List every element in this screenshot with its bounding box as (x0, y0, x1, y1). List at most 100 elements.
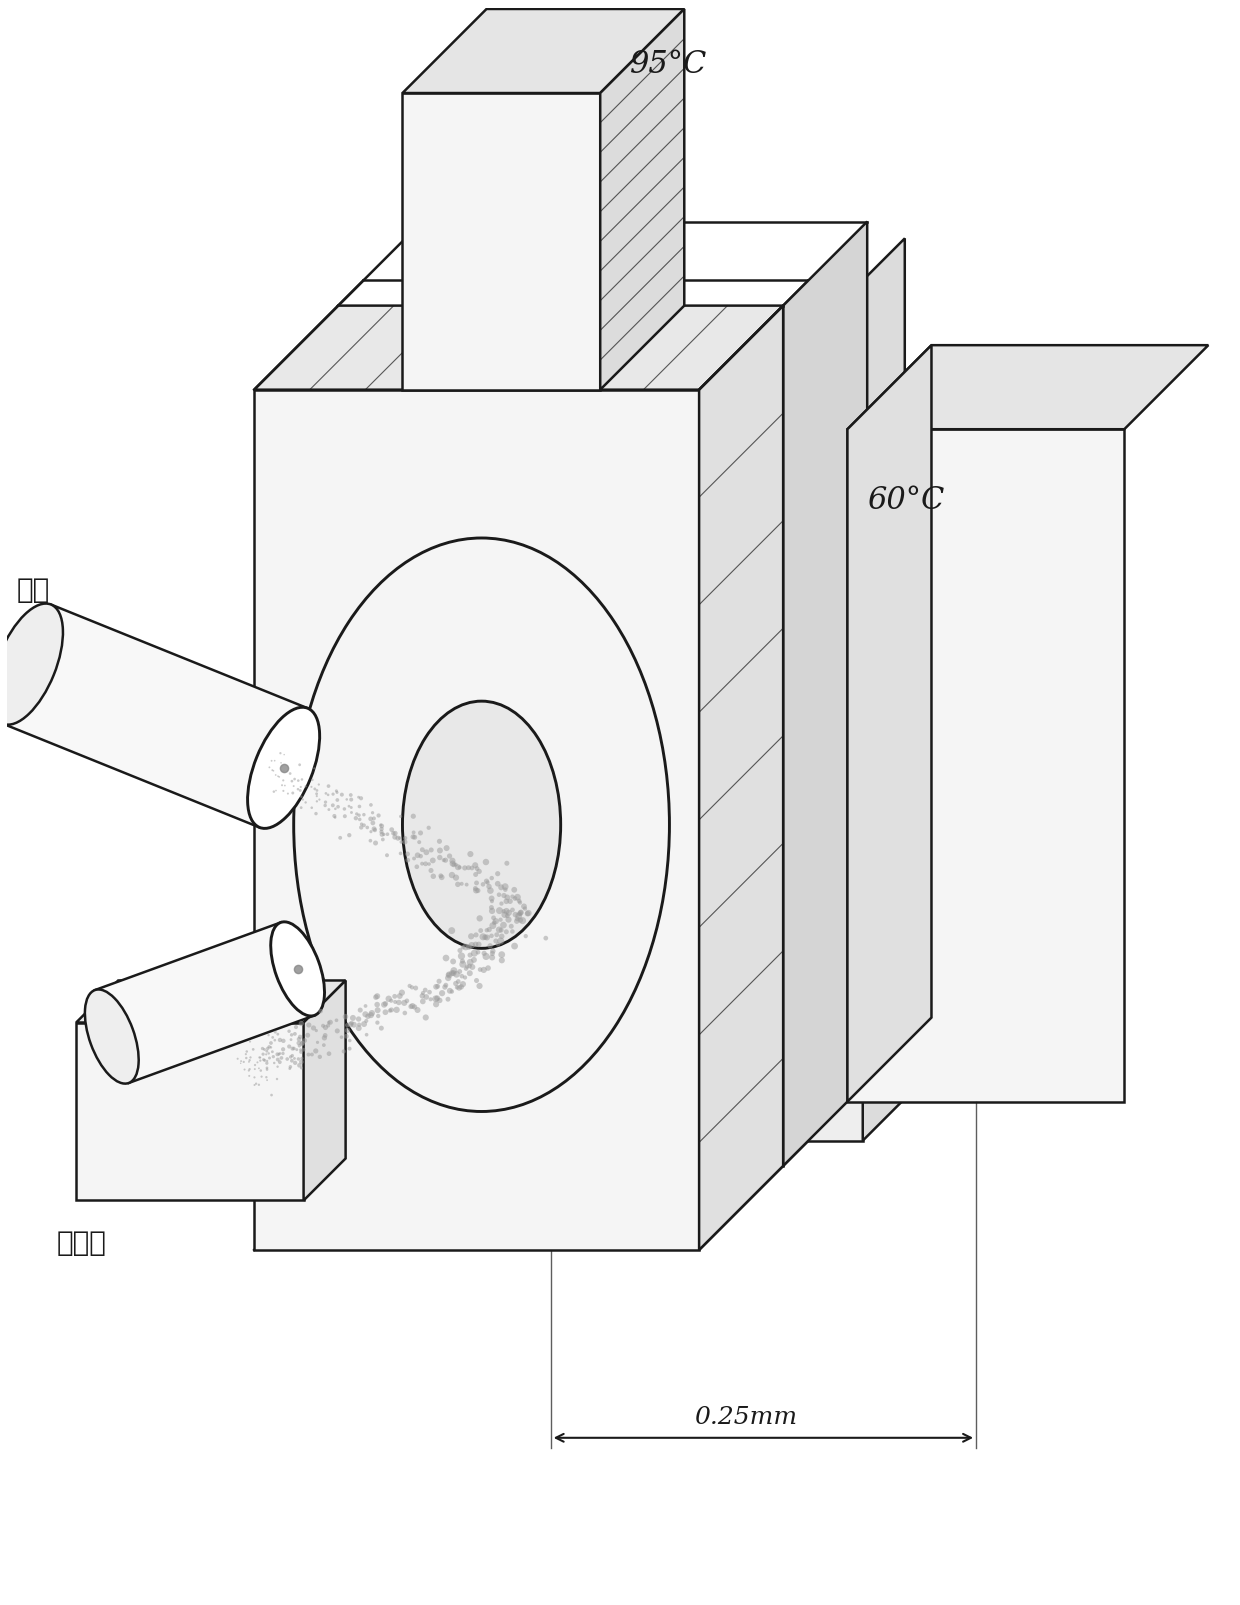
Point (283, 780, 303, 806)
Point (449, 969, 469, 995)
Point (435, 974, 455, 1000)
Point (413, 838, 433, 863)
Point (259, 1042, 279, 1067)
Point (306, 1038, 326, 1064)
Point (443, 849, 463, 875)
Point (446, 865, 466, 891)
Point (363, 811, 383, 836)
Point (378, 987, 398, 1013)
Point (293, 1030, 312, 1056)
Point (257, 1058, 277, 1083)
Point (280, 1054, 300, 1080)
Point (311, 998, 331, 1024)
Point (396, 825, 415, 851)
Point (337, 1018, 357, 1043)
Point (244, 1056, 264, 1082)
Point (392, 981, 412, 1006)
Polygon shape (76, 981, 346, 1022)
Point (244, 1072, 264, 1098)
Point (289, 1030, 309, 1056)
Point (254, 1037, 274, 1063)
Point (382, 817, 402, 843)
Point (274, 778, 294, 804)
Point (265, 762, 285, 788)
Point (410, 844, 430, 870)
Point (293, 767, 312, 793)
Point (460, 841, 480, 867)
Point (325, 804, 345, 830)
Point (396, 830, 415, 855)
Polygon shape (784, 281, 808, 1167)
Point (449, 976, 469, 1002)
Point (464, 947, 484, 973)
Point (481, 878, 501, 904)
Point (467, 878, 487, 904)
Point (249, 1045, 269, 1071)
Point (456, 934, 476, 960)
Point (284, 774, 304, 799)
Point (303, 1042, 322, 1067)
Point (465, 852, 485, 878)
Point (283, 1043, 303, 1069)
Point (448, 855, 467, 881)
Point (365, 806, 384, 831)
Point (362, 1000, 382, 1026)
Point (481, 886, 501, 912)
Point (279, 1034, 299, 1059)
Point (386, 820, 405, 846)
Point (490, 918, 510, 944)
Point (286, 1037, 306, 1063)
Point (295, 1029, 315, 1054)
Point (291, 775, 311, 801)
Point (358, 1003, 378, 1029)
Point (515, 896, 534, 921)
Point (461, 924, 481, 950)
Point (268, 1042, 288, 1067)
Point (269, 764, 289, 790)
Point (486, 929, 506, 955)
Point (491, 907, 511, 933)
Point (326, 1008, 346, 1034)
Point (257, 1051, 277, 1077)
Point (465, 876, 485, 902)
Point (281, 769, 301, 794)
Point (272, 774, 291, 799)
Point (272, 751, 291, 777)
Point (356, 1008, 376, 1034)
Point (258, 1035, 278, 1061)
Point (246, 1053, 265, 1079)
Point (265, 748, 285, 774)
Point (327, 780, 347, 806)
Point (497, 884, 517, 910)
Point (515, 894, 534, 920)
Point (267, 1066, 286, 1091)
Point (284, 1035, 304, 1061)
Point (377, 822, 397, 847)
Point (319, 798, 339, 823)
Point (308, 778, 327, 804)
Point (460, 961, 480, 987)
Point (332, 782, 352, 807)
Point (409, 830, 429, 855)
Point (502, 897, 522, 923)
Point (443, 949, 463, 974)
Polygon shape (254, 390, 699, 1250)
Point (451, 963, 471, 989)
Point (480, 934, 500, 960)
Point (470, 974, 490, 1000)
Point (264, 780, 284, 806)
Point (316, 782, 336, 807)
Point (498, 900, 518, 926)
Point (441, 862, 461, 888)
Point (322, 793, 342, 819)
Point (248, 1050, 268, 1075)
Point (341, 786, 361, 812)
Point (489, 933, 508, 958)
Point (249, 1072, 269, 1098)
Point (334, 1038, 353, 1064)
Polygon shape (808, 281, 863, 1141)
Point (244, 1064, 264, 1090)
Point (428, 985, 448, 1011)
Point (361, 793, 381, 819)
Point (422, 859, 441, 884)
